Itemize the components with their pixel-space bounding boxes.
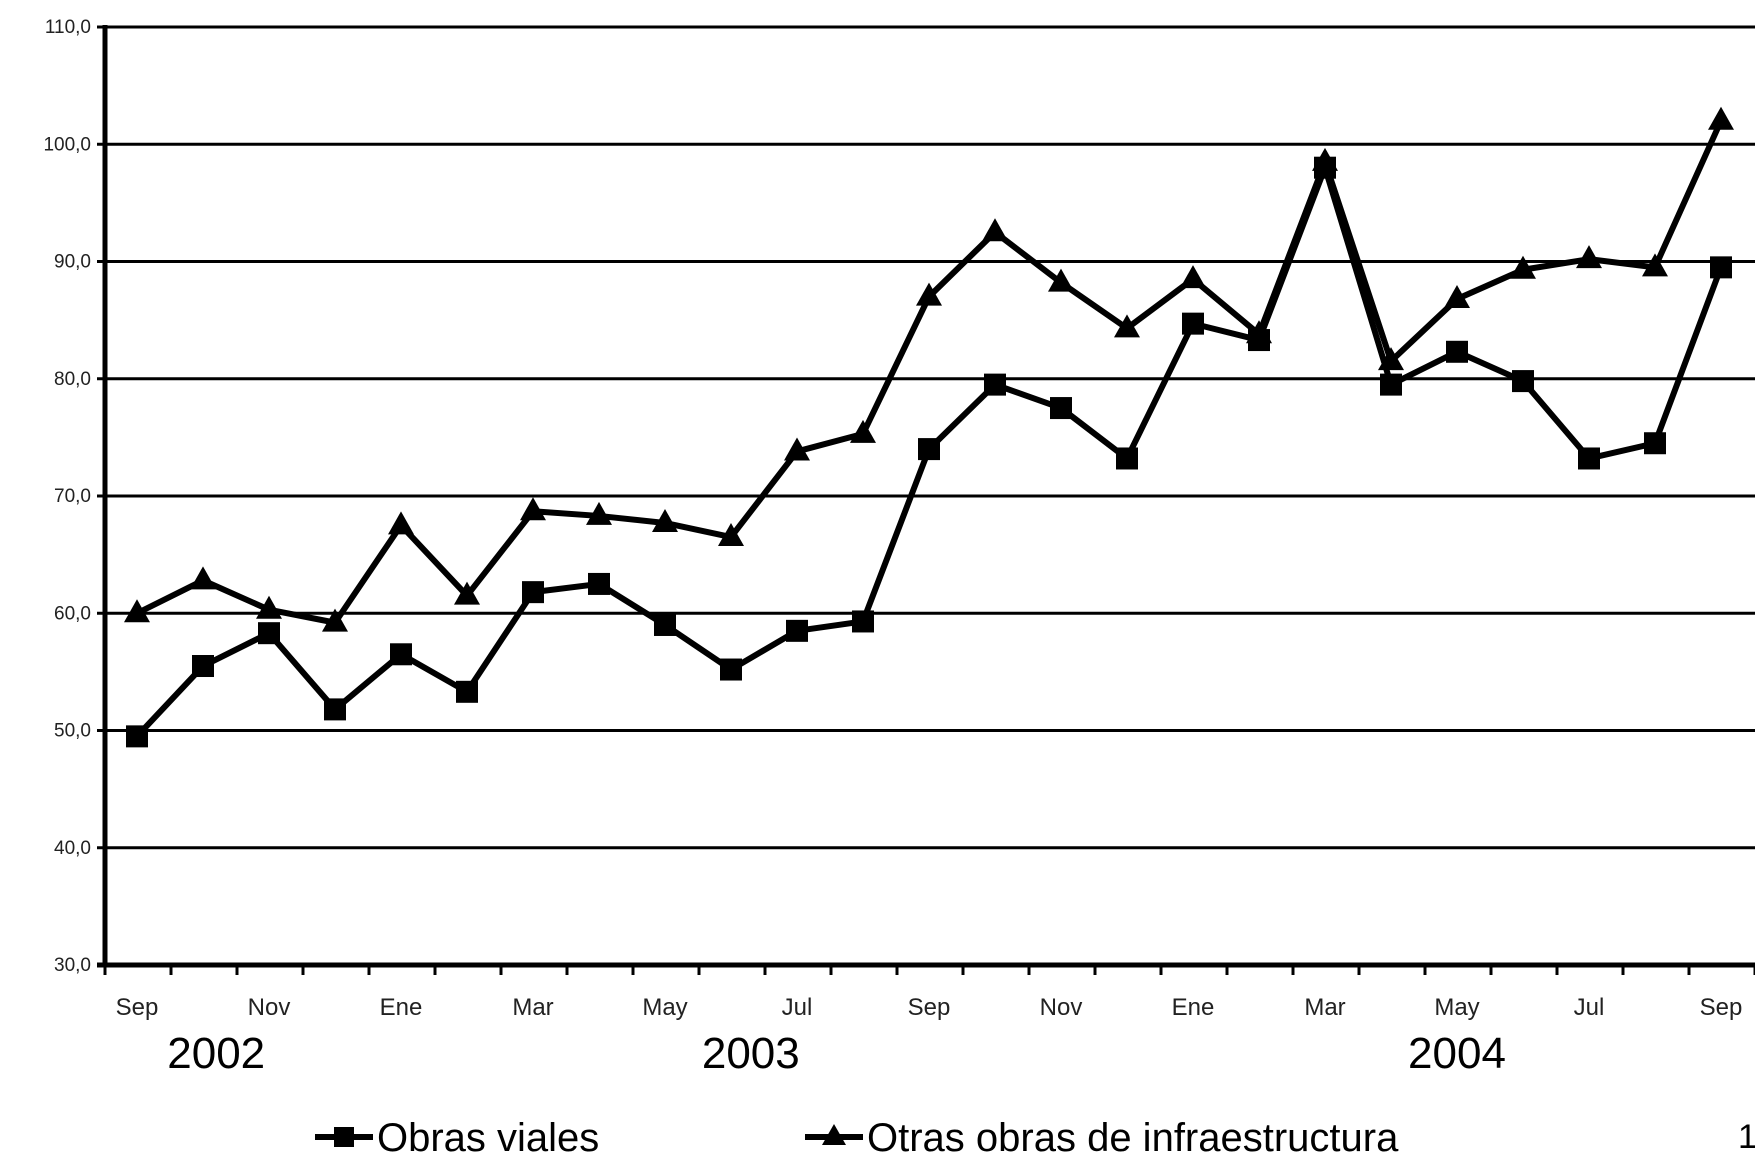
- x-tick-label: Nov: [1040, 994, 1083, 1021]
- data-point-square: [1644, 432, 1666, 455]
- data-point-triangle: [1444, 285, 1470, 309]
- legend-item: Otras obras de infraestructura: [805, 1116, 1399, 1153]
- data-point-triangle: [1048, 268, 1074, 292]
- legend-label: Otras obras de infraestructura: [867, 1116, 1399, 1153]
- data-point-triangle: [1510, 255, 1536, 279]
- data-point-square: [1578, 447, 1600, 470]
- data-point-square: [1182, 312, 1204, 335]
- year-labels: 2002 2003 2004: [167, 1029, 1506, 1078]
- x-tick-label: May: [642, 994, 687, 1021]
- data-point-square: [334, 1127, 354, 1147]
- data-point-triangle: [454, 581, 480, 605]
- x-tick-label: Jul: [1574, 994, 1605, 1021]
- data-point-triangle: [784, 437, 810, 461]
- data-point-triangle: [982, 218, 1008, 242]
- y-tick-label: 40,0: [54, 838, 91, 859]
- data-point-square: [324, 698, 346, 721]
- y-tick-label: 100,0: [43, 134, 91, 155]
- x-tick-label: Mar: [512, 994, 553, 1021]
- data-point-triangle: [322, 608, 348, 632]
- year-label: 2003: [702, 1029, 800, 1078]
- data-point-triangle: [718, 523, 744, 547]
- y-tick-label: 70,0: [54, 486, 91, 507]
- data-point-triangle: [822, 1124, 846, 1145]
- x-tick-label: Sep: [908, 994, 951, 1021]
- data-point-square: [390, 643, 412, 666]
- data-point-triangle: [388, 511, 414, 535]
- data-point-square: [1050, 397, 1072, 420]
- legend-item: Obras viales: [315, 1116, 599, 1153]
- x-tick-label: Nov: [248, 994, 291, 1021]
- year-label: 2002: [167, 1029, 265, 1078]
- data-point-square: [654, 613, 676, 636]
- y-tick-label: 50,0: [54, 721, 91, 742]
- data-point-triangle: [1378, 347, 1404, 371]
- data-point-square: [1380, 373, 1402, 396]
- data-point-triangle: [1246, 320, 1272, 344]
- data-point-square: [1446, 340, 1468, 363]
- data-point-triangle: [190, 566, 216, 590]
- series-layer: [124, 106, 1734, 748]
- data-point-square: [456, 680, 478, 703]
- x-tick-label: May: [1434, 994, 1479, 1021]
- data-point-square: [1710, 256, 1732, 279]
- series-line: [135, 119, 1724, 626]
- x-tick-label: Mar: [1304, 994, 1345, 1021]
- axes: [97, 25, 1755, 975]
- data-point-triangle: [1576, 245, 1602, 269]
- data-point-square: [258, 622, 280, 645]
- data-point-square: [1512, 370, 1534, 393]
- data-point-square: [1116, 447, 1138, 470]
- data-point-triangle: [520, 497, 546, 521]
- legend: Obras viales Otras obras de infraestructu…: [315, 1116, 1399, 1153]
- data-point-square: [192, 655, 214, 678]
- series-obras-viales: [126, 156, 1732, 748]
- data-point-square: [126, 725, 148, 748]
- data-point-square: [852, 610, 874, 633]
- data-point-square: [786, 619, 808, 642]
- corner-label: 1: [1738, 1118, 1755, 1153]
- series-otras-obras: [124, 106, 1734, 632]
- data-point-square: [588, 572, 610, 595]
- year-label: 2004: [1408, 1029, 1506, 1078]
- data-point-triangle: [1180, 265, 1206, 289]
- data-point-triangle: [1708, 106, 1734, 130]
- data-point-square: [522, 581, 544, 604]
- x-tick-label: Sep: [1700, 994, 1743, 1021]
- data-point-square: [984, 373, 1006, 396]
- data-point-triangle: [124, 599, 150, 623]
- y-axis-ticks: 30,0 40,0 50,0 60,0 70,0 80,0 90,0 100,0 110,0: [43, 17, 91, 976]
- legend-label: Obras viales: [377, 1116, 599, 1153]
- y-tick-label: 80,0: [54, 369, 91, 390]
- data-point-square: [720, 658, 742, 681]
- x-tick-label: Sep: [116, 994, 159, 1021]
- data-point-triangle: [850, 419, 876, 443]
- y-tick-label: 60,0: [54, 603, 91, 624]
- x-tick-label: Ene: [380, 994, 423, 1021]
- x-tick-label: Ene: [1172, 994, 1215, 1021]
- data-point-triangle: [586, 501, 612, 525]
- data-point-triangle: [256, 595, 282, 619]
- x-axis-ticks: Sep Nov Ene Mar May Jul Sep Nov Ene Mar May Jul Sep: [116, 994, 1743, 1021]
- data-point-triangle: [1642, 253, 1668, 277]
- data-point-triangle: [916, 282, 942, 306]
- data-point-triangle: [1114, 314, 1140, 338]
- data-point-triangle: [1312, 147, 1338, 171]
- data-point-triangle: [652, 508, 678, 532]
- y-tick-label: 90,0: [54, 252, 91, 273]
- gridlines: [105, 25, 1755, 850]
- y-tick-label: 30,0: [54, 955, 91, 976]
- x-tick-label: Jul: [782, 994, 813, 1021]
- y-tick-label: 110,0: [45, 17, 91, 38]
- data-point-square: [918, 438, 940, 461]
